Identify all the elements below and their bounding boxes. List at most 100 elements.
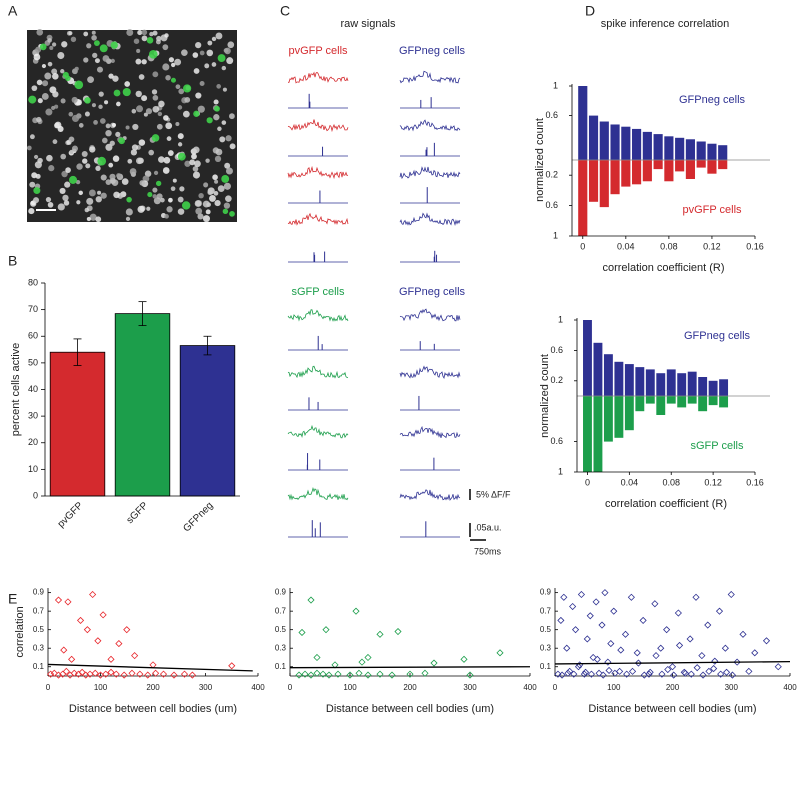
cell [216, 84, 222, 89]
y-tick-label: 40 [28, 384, 38, 394]
point [607, 640, 615, 648]
gfp-cell [183, 84, 192, 93]
cell [69, 149, 74, 155]
cell [47, 202, 54, 208]
cell [162, 167, 170, 174]
cell [91, 30, 96, 35]
x-tick-label: 400 [251, 683, 265, 692]
point [89, 590, 97, 599]
point [670, 671, 678, 679]
point [640, 671, 648, 679]
point [159, 670, 168, 678]
y-axis-label: percent cells active [10, 343, 22, 437]
bar [687, 371, 697, 396]
cell [225, 195, 232, 202]
cell [28, 208, 35, 215]
bar [49, 351, 106, 497]
x-tick-label: 0.12 [704, 477, 722, 487]
point [313, 653, 321, 662]
cell [160, 197, 165, 203]
x-tick-label: 400 [783, 683, 797, 692]
point [604, 658, 612, 666]
point [577, 590, 586, 599]
point [717, 670, 725, 678]
point [94, 637, 102, 645]
bar [610, 124, 620, 160]
cell [145, 108, 153, 115]
bar [685, 139, 695, 160]
point [460, 655, 468, 663]
gfp-cell [177, 152, 186, 161]
bar [666, 396, 676, 404]
cell [178, 88, 185, 95]
cell [112, 75, 119, 82]
cell [133, 38, 140, 44]
bar [664, 160, 674, 182]
point [711, 657, 719, 665]
point [180, 670, 189, 678]
cell [197, 105, 205, 113]
point [633, 649, 641, 657]
cell [76, 200, 81, 205]
cell [36, 28, 44, 36]
y-tick-label: 0.9 [540, 588, 552, 597]
cell [59, 187, 66, 194]
trace [399, 70, 461, 84]
cell [47, 61, 53, 67]
point [621, 630, 630, 638]
cell [63, 200, 70, 206]
bar [583, 320, 592, 396]
x-tick-label: 0.16 [746, 241, 764, 251]
y-tick-label: 0.5 [540, 625, 552, 634]
cell [116, 101, 121, 107]
cell [136, 105, 144, 113]
cell [158, 100, 165, 108]
cell [194, 160, 201, 168]
point [569, 602, 577, 611]
gfp-cell [99, 44, 108, 53]
cell [60, 69, 65, 74]
point [699, 671, 707, 679]
cell [100, 118, 106, 124]
cell [88, 189, 96, 197]
x-tick-label: 100 [343, 683, 357, 692]
gfp-cell [33, 187, 41, 195]
point [560, 593, 568, 601]
cell [224, 47, 231, 55]
point [698, 652, 706, 660]
point [728, 671, 736, 679]
cell [101, 137, 108, 144]
point [704, 621, 712, 629]
cell [41, 64, 47, 69]
series-label: GFPneg cells [684, 330, 751, 342]
cell [84, 111, 90, 117]
gfp-cell [118, 137, 125, 145]
point [50, 669, 58, 677]
panel-label: E [8, 591, 17, 607]
bar [624, 364, 634, 396]
gfp-cell [28, 95, 37, 104]
point [774, 663, 782, 671]
cell [229, 113, 235, 120]
cell [57, 203, 65, 211]
x-tick-label: 0 [46, 683, 51, 692]
gfp-cell [147, 192, 153, 198]
cell [74, 66, 79, 71]
point [616, 667, 624, 675]
cell [170, 62, 176, 68]
cell [143, 112, 148, 117]
x-tick-label: 0 [553, 683, 558, 692]
fit-line [554, 660, 791, 665]
point [745, 667, 753, 675]
cell [217, 185, 225, 193]
cell [149, 31, 154, 37]
cell [225, 135, 232, 142]
cell [75, 179, 81, 185]
cell [86, 197, 94, 205]
point [598, 621, 606, 629]
y-tick-label: 20 [28, 437, 38, 447]
point [430, 659, 438, 667]
point [107, 655, 115, 663]
cell [138, 74, 145, 80]
cell [95, 216, 102, 223]
